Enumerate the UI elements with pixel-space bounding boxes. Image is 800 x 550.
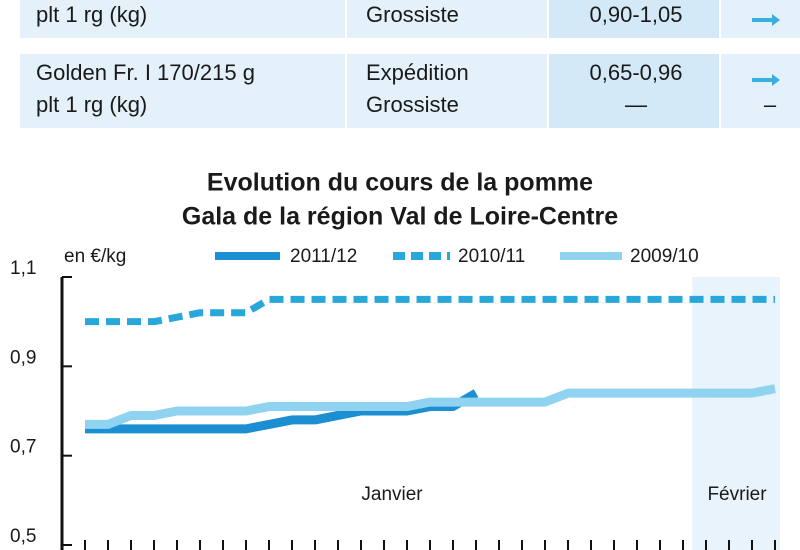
chart-title: Gala de la région Val de Loire-Centre [182,203,618,231]
chart: Evolution du cours de la pomme Gala de la… [10,169,780,550]
cell-bg [549,0,719,38]
series-line [85,295,775,326]
table-cell-text: 0,65-0,96 [590,60,683,85]
table-cell-text: Grossiste [366,92,459,117]
y-tick-label: 1,1 [10,258,36,279]
table-cell-text: Golden Fr. I 170/215 g [36,60,255,85]
legend-label: 2009/10 [630,246,699,267]
cell-bg [347,0,547,38]
arrow-icon [752,14,780,26]
legend-label: 2011/12 [290,246,357,267]
month-shade [692,277,780,550]
series-line [85,384,776,429]
y-axis-label: en €/kg [64,246,126,267]
arrow-icons [752,14,780,86]
table-cell-text: plt 1 rg (kg) [36,92,147,117]
chart-title: Evolution du cours de la pomme [207,169,593,197]
legend-label: 2010/11 [458,246,525,267]
table-cell-text: Expédition [366,60,469,85]
x-tick-label: Janvier [361,484,423,505]
table-cell-text: – [764,92,777,117]
cell-bg [721,54,800,128]
table-cell-text: 0,90-1,05 [590,2,683,27]
x-tick-label: Février [707,484,767,505]
y-tick-label: 0,9 [10,347,36,368]
table: plt 1 rg (kg) Grossiste 0,90-1,05 Golden Fr… [36,2,777,117]
table-cell-text: plt 1 rg (kg) [36,2,147,27]
arrow-icon [752,74,780,86]
cell-bg [347,54,547,128]
cell-bg [20,54,345,128]
table-cell-text: — [625,92,647,117]
y-tick-label: 0,7 [10,437,36,458]
table-cell-text: Grossiste [366,2,459,27]
y-tick-label: 0,5 [10,526,36,547]
cell-bg [549,54,719,128]
cell-bg [20,0,345,38]
